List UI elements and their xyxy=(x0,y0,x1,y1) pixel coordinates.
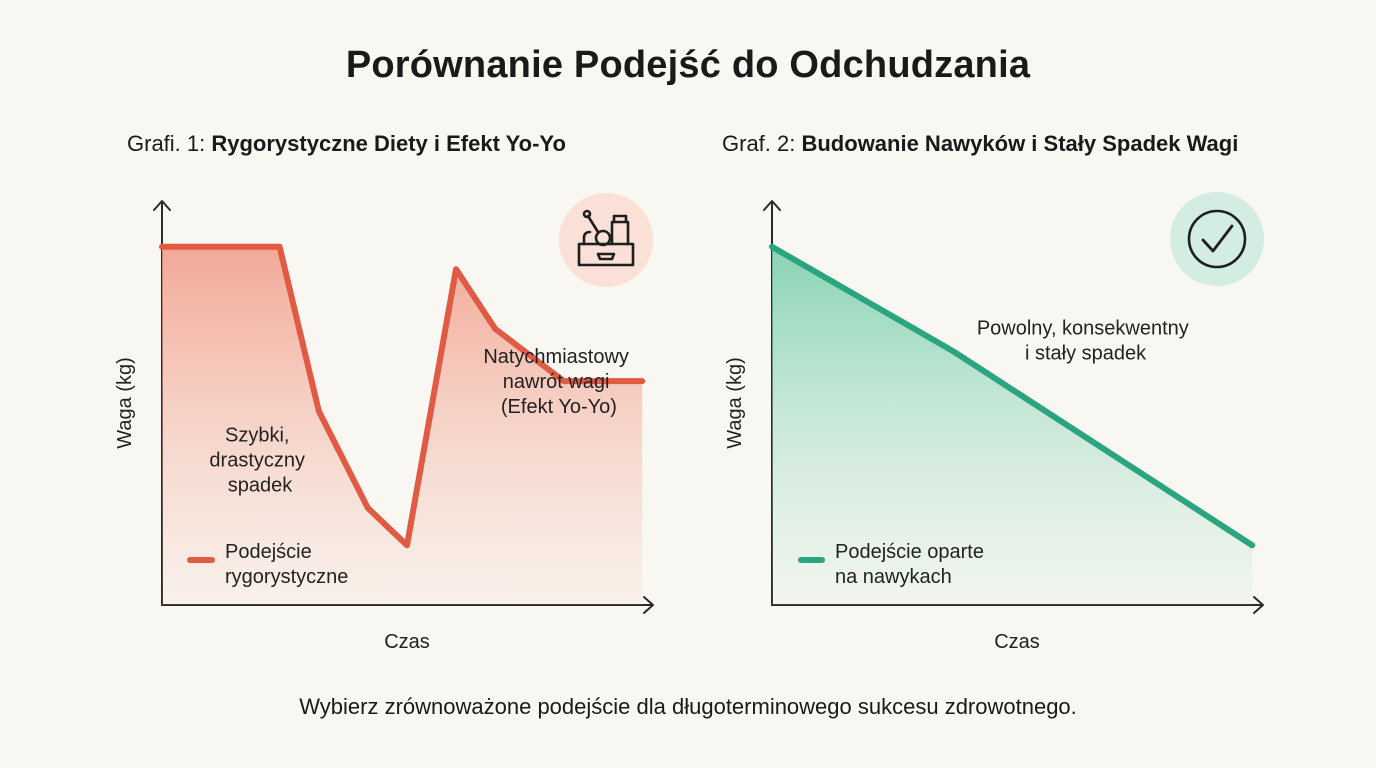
chart2-legend-label: Podejście oparte na nawykach xyxy=(835,541,990,588)
chart1-series-area xyxy=(162,246,643,606)
chart2-series-area xyxy=(772,246,1253,606)
chart1-series-line xyxy=(159,243,646,549)
chart1-annotation-drop: Szybki, drastyczny spadek xyxy=(209,425,310,497)
diet-food-box-icon xyxy=(559,193,653,287)
chart2-legend: Podejście oparte na nawykach xyxy=(798,541,990,588)
chart2-x-axis-arrow xyxy=(1253,596,1264,614)
chart1-x-axis-label: Czas xyxy=(384,631,430,653)
chart1-annotation-rebound-line2: nawrót wagi xyxy=(503,371,610,393)
chart2-annotation-steady: Powolny, konsekwentny i stały spadek xyxy=(977,318,1195,365)
chart2-legend-line2: na nawykach xyxy=(835,566,952,588)
chart2-x-axis-label: Czas xyxy=(994,631,1040,653)
chart1-title: Grafi. 1: Rygorystyczne Diety i Efekt Yo… xyxy=(127,131,566,157)
chart1-annotation-drop-line3: spadek xyxy=(228,475,293,497)
chart1-annotation-rebound: Natychmiastowy nawrót wagi (Efekt Yo-Yo) xyxy=(483,346,634,418)
chart2-title-prefix: Graf. 2: xyxy=(722,131,802,156)
chart1-legend: Podejście rygorystyczne xyxy=(187,541,348,588)
chart1-legend-line2: rygorystyczne xyxy=(225,566,348,588)
page-title: Porównanie Podejść do Odchudzania xyxy=(345,44,1031,86)
chart2-annotation-steady-line1: Powolny, konsekwentny xyxy=(977,318,1189,340)
chart2-series-line xyxy=(769,243,1256,549)
chart1-title-prefix: Grafi. 1: xyxy=(127,131,212,156)
chart1-y-axis-label: Waga (kg) xyxy=(114,357,136,449)
chart1-annotation-rebound-line3: (Efekt Yo-Yo) xyxy=(501,396,617,418)
chart2-title: Graf. 2: Budowanie Nawyków i Stały Spade… xyxy=(722,131,1238,157)
chart1-legend-label: Podejście rygorystyczne xyxy=(225,541,348,588)
chart1-annotation-drop-line2: drastyczny xyxy=(209,450,305,472)
chart1-x-axis-arrow xyxy=(643,596,654,614)
chart2-y-axis-label: Waga (kg) xyxy=(724,357,746,449)
chart1-annotation-drop-line1: Szybki, xyxy=(225,425,289,447)
chart1-legend-line1: Podejście xyxy=(225,541,312,563)
chart2-y-axis-arrow xyxy=(763,200,781,211)
chart1-annotation-rebound-line1: Natychmiastowy xyxy=(483,346,629,368)
footer-message: Wybierz zrównoważone podejście dla długo… xyxy=(299,694,1077,719)
check-circle-icon xyxy=(1170,192,1264,286)
chart1-title-bold: Rygorystyczne Diety i Efekt Yo-Yo xyxy=(211,131,566,156)
chart2-title-bold: Budowanie Nawyków i Stały Spadek Wagi xyxy=(801,131,1239,156)
chart2-annotation-steady-line2: i stały spadek xyxy=(1025,343,1147,365)
chart2-legend-line1: Podejście oparte xyxy=(835,541,984,563)
chart1-y-axis-arrow xyxy=(153,200,171,211)
